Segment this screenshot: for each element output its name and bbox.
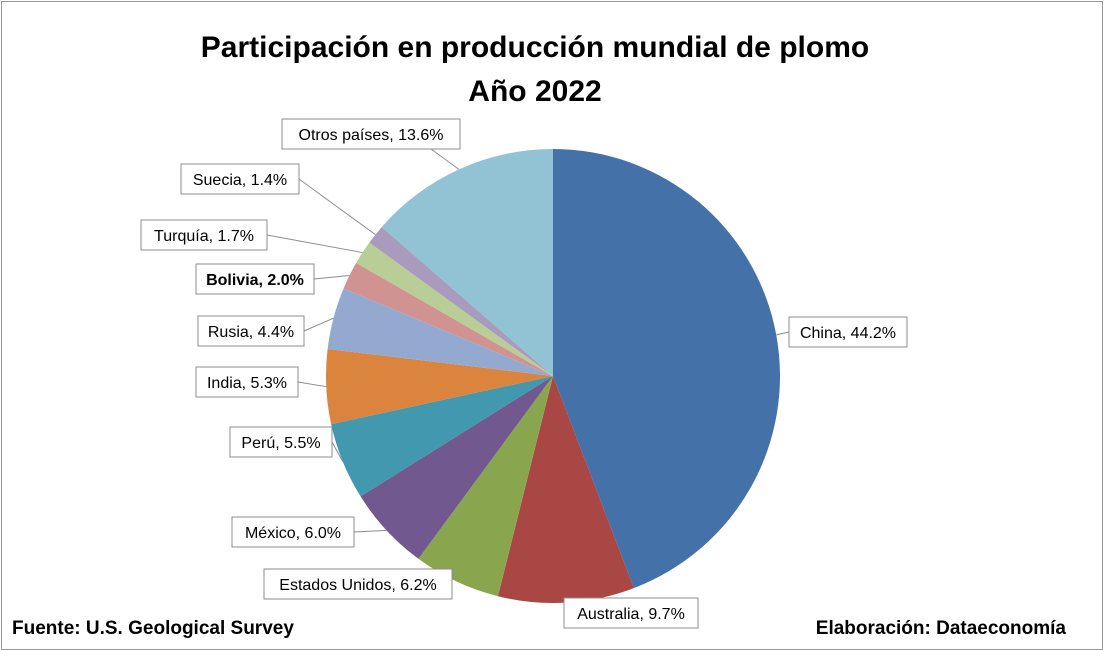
- slice-label-estados-unidos: Estados Unidos, 6.2%: [263, 568, 453, 600]
- pie-slice-suecia: [369, 226, 553, 376]
- slice-label-china: China, 44.2%: [788, 316, 908, 348]
- slice-label-box: [140, 219, 268, 251]
- leader-line-turquia: [266, 234, 363, 254]
- pie-slice-estados-unidos: [418, 376, 553, 597]
- pie-slice-india: [326, 348, 553, 425]
- slice-label-text: Otros países, 13.6%: [299, 127, 444, 144]
- leader-line-india: [297, 381, 327, 388]
- slice-label-box: [563, 597, 699, 629]
- slice-label-box: [195, 263, 315, 295]
- chart-title-line-1: Participación en producción mundial de p…: [200, 31, 870, 64]
- pie-slice-rusia: [327, 288, 553, 376]
- slice-label-text: India, 5.3%: [207, 375, 287, 392]
- slice-label-text: Estados Unidos, 6.2%: [279, 577, 436, 594]
- slice-label-turquia: Turquía, 1.7%: [140, 219, 268, 251]
- slice-label-box: [788, 316, 908, 348]
- slice-label-text: Bolivia, 2.0%: [206, 272, 304, 289]
- slice-labels: China, 44.2% Australia, 9.7% Estados Unido…: [140, 118, 908, 629]
- pie-slice-bolivia: [343, 262, 553, 376]
- pie-slices: [326, 149, 780, 603]
- slice-label-box: [195, 366, 299, 398]
- chart-title-line-2: Año 2022: [468, 75, 602, 108]
- slice-label-box: [281, 118, 461, 150]
- slice-label-box: [231, 516, 355, 548]
- slice-label-box: [229, 426, 333, 458]
- leader-line-rusia: [303, 317, 334, 332]
- slice-label-text: México, 6.0%: [245, 525, 341, 542]
- leader-line-otros-paises: [430, 148, 460, 170]
- slice-label-bolivia: Bolivia, 2.0%: [195, 263, 315, 295]
- pie-slice-turquia: [356, 242, 553, 376]
- leader-line-china: [776, 331, 790, 336]
- pie-slice-australia: [497, 376, 634, 603]
- leader-line-suecia: [298, 178, 376, 236]
- slice-label-text: China, 44.2%: [800, 325, 896, 342]
- slice-label-suecia: Suecia, 1.4%: [180, 163, 300, 195]
- pie-slice-peru: [331, 376, 553, 497]
- slice-label-peru: Perú, 5.5%: [229, 426, 333, 458]
- slice-label-otros-paises: Otros países, 13.6%: [281, 118, 461, 150]
- credit-note: Elaboración: Dataeconomía: [815, 618, 1066, 639]
- chart-title: Participación en producción mundial de p…: [0, 26, 1070, 114]
- slice-label-india: India, 5.3%: [195, 366, 299, 398]
- slice-label-text: Rusia, 4.4%: [208, 324, 294, 341]
- leader-line-mexico: [353, 529, 387, 533]
- leader-line-peru: [331, 441, 344, 462]
- slice-label-box: [197, 315, 305, 347]
- slice-label-box: [180, 163, 300, 195]
- slice-label-box: [263, 568, 453, 600]
- slice-label-mexico: México, 6.0%: [231, 516, 355, 548]
- slice-label-text: Perú, 5.5%: [241, 435, 320, 452]
- slice-label-text: Australia, 9.7%: [577, 606, 685, 623]
- pie-slice-otros-paises: [381, 149, 553, 376]
- slice-label-text: Turquía, 1.7%: [154, 228, 254, 245]
- slice-label-australia: Australia, 9.7%: [563, 597, 699, 629]
- slice-label-text: Suecia, 1.4%: [193, 172, 287, 189]
- slice-label-rusia: Rusia, 4.4%: [197, 315, 305, 347]
- pie-slice-mexico: [360, 376, 553, 559]
- source-note: Fuente: U.S. Geological Survey: [12, 618, 294, 639]
- leader-line-bolivia: [313, 274, 350, 280]
- pie-slice-china: [553, 149, 780, 589]
